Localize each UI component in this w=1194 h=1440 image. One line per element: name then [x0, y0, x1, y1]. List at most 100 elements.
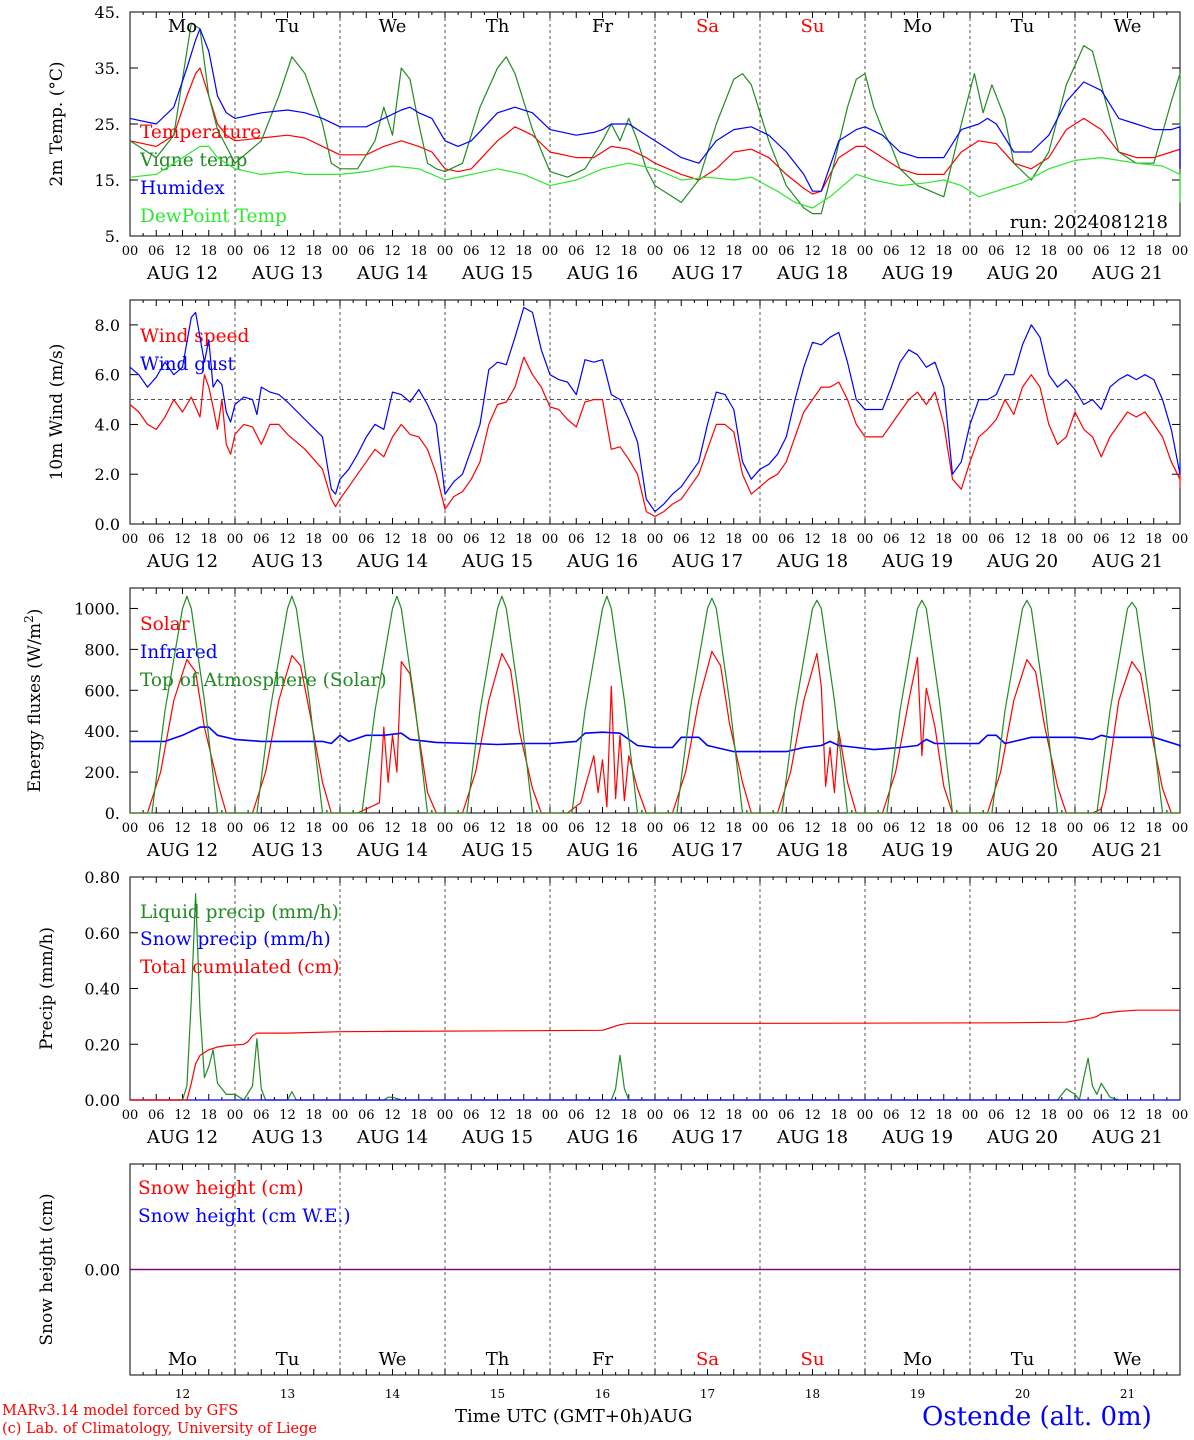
y-tick-label: 15. [95, 171, 120, 190]
hour-tick-label: 06 [673, 532, 690, 547]
hour-tick-label: 00 [122, 532, 139, 547]
series-line [129, 28, 1181, 192]
date-label: AUG 20 [986, 551, 1058, 572]
panel-frame [129, 587, 1181, 814]
day-name: We [379, 16, 407, 37]
hour-tick-label: 18 [515, 244, 532, 259]
hour-tick-label: 00 [122, 244, 139, 259]
y-axis-label: Precip (mm/h) [37, 927, 57, 1050]
y-tick-label: 1000. [74, 599, 120, 618]
hour-tick-label: 18 [830, 532, 847, 547]
hour-tick-label: 18 [515, 532, 532, 547]
hour-tick-label: 18 [200, 532, 217, 547]
hour-tick-label: 12 [174, 821, 191, 836]
date-label: AUG 17 [671, 263, 743, 284]
hour-tick-label: 00 [1172, 821, 1189, 836]
hour-tick-label: 18 [1145, 532, 1162, 547]
panel-frame [129, 11, 1181, 237]
date-label: AUG 14 [356, 1127, 428, 1148]
hour-tick-label: 18 [725, 244, 742, 259]
date-label: AUG 18 [776, 263, 848, 284]
hour-tick-label: 00 [542, 821, 559, 836]
series-line [130, 726, 1181, 753]
hour-tick-label: 06 [1093, 244, 1110, 259]
legend-entry: Humidex [140, 178, 225, 199]
hour-tick-label: 18 [1145, 1108, 1162, 1123]
time-axis-month: AUG [649, 1406, 693, 1427]
hour-tick-label: 06 [673, 1108, 690, 1123]
hour-tick-label: 06 [253, 821, 270, 836]
hour-tick-label: 12 [804, 532, 821, 547]
date-label: AUG 16 [566, 551, 638, 572]
hour-tick-label: 12 [594, 532, 611, 547]
y-tick-label: 5. [105, 227, 120, 246]
hour-tick-label: 18 [620, 532, 637, 547]
location-label: Ostende (alt. 0m) [922, 1402, 1152, 1432]
day-name: We [1114, 1349, 1142, 1370]
y-tick-label: 8.0 [95, 316, 120, 335]
hour-tick-label: 00 [647, 1108, 664, 1123]
date-label: AUG 12 [146, 1127, 218, 1148]
hour-tick-label: 00 [332, 821, 349, 836]
hour-tick-label: 06 [883, 1108, 900, 1123]
hour-tick-label: 12 [699, 1108, 716, 1123]
hour-tick-label: 18 [1145, 244, 1162, 259]
hour-tick-label: 00 [1067, 244, 1084, 259]
date-label: AUG 16 [566, 840, 638, 861]
hour-tick-label: 00 [437, 244, 454, 259]
panel-frame [129, 299, 1181, 525]
hour-tick-label: 00 [857, 1108, 874, 1123]
hour-tick-label: 12 [279, 1108, 296, 1123]
model-credit: MARv3.14 model forced by GFS [2, 1403, 239, 1419]
date-label: AUG 19 [881, 1127, 953, 1148]
hour-tick-label: 18 [830, 244, 847, 259]
date-label: AUG 14 [356, 551, 428, 572]
hour-tick-label: 12 [174, 244, 191, 259]
hour-tick-label: 12 [384, 1108, 401, 1123]
y-tick-label: 45. [95, 3, 120, 22]
hour-tick-label: 06 [358, 1108, 375, 1123]
hour-tick-label: 18 [515, 821, 532, 836]
hour-tick-label: 00 [437, 1108, 454, 1123]
hour-tick-label: 12 [699, 532, 716, 547]
hour-tick-label: 12 [174, 532, 191, 547]
date-label: AUG 14 [356, 263, 428, 284]
day-name: Sa [696, 16, 719, 37]
legend-entry: Wind speed [140, 326, 249, 347]
hour-tick-label: 00 [542, 532, 559, 547]
y-tick-label: 4.0 [95, 415, 120, 434]
day-name: Tu [1011, 1349, 1035, 1370]
date-label: AUG 14 [356, 840, 428, 861]
hour-tick-label: 12 [804, 821, 821, 836]
hour-tick-label: 18 [410, 244, 427, 259]
hour-tick-label: 00 [752, 1108, 769, 1123]
hour-tick-label: 00 [227, 244, 244, 259]
y-axis-label: Energy fluxes (W/m2) [22, 609, 45, 793]
date-label: AUG 20 [986, 263, 1058, 284]
hour-tick-label: 18 [935, 1108, 952, 1123]
hour-tick-label: 00 [1067, 532, 1084, 547]
series-line [129, 145, 1181, 209]
day-number: 18 [805, 1387, 820, 1401]
hour-tick-label: 18 [1040, 532, 1057, 547]
hour-tick-label: 12 [489, 821, 506, 836]
hour-tick-label: 12 [384, 821, 401, 836]
hour-tick-label: 12 [279, 821, 296, 836]
legend-entry: Solar [140, 614, 190, 635]
date-label: AUG 19 [881, 551, 953, 572]
hour-tick-label: 12 [279, 532, 296, 547]
legend-entry: DewPoint Temp [140, 206, 287, 227]
run-label: run: 2024081218 [1010, 212, 1168, 233]
hour-tick-label: 00 [647, 532, 664, 547]
date-label: AUG 20 [986, 1127, 1058, 1148]
date-label: AUG 15 [461, 551, 533, 572]
date-label: AUG 21 [1091, 1127, 1163, 1148]
hour-tick-label: 18 [200, 244, 217, 259]
hour-tick-label: 12 [909, 532, 926, 547]
hour-tick-label: 00 [962, 821, 979, 836]
day-name: Sa [696, 1349, 719, 1370]
hour-tick-label: 12 [594, 1108, 611, 1123]
hour-tick-label: 06 [883, 244, 900, 259]
hour-tick-label: 06 [883, 532, 900, 547]
hour-tick-label: 12 [909, 821, 926, 836]
